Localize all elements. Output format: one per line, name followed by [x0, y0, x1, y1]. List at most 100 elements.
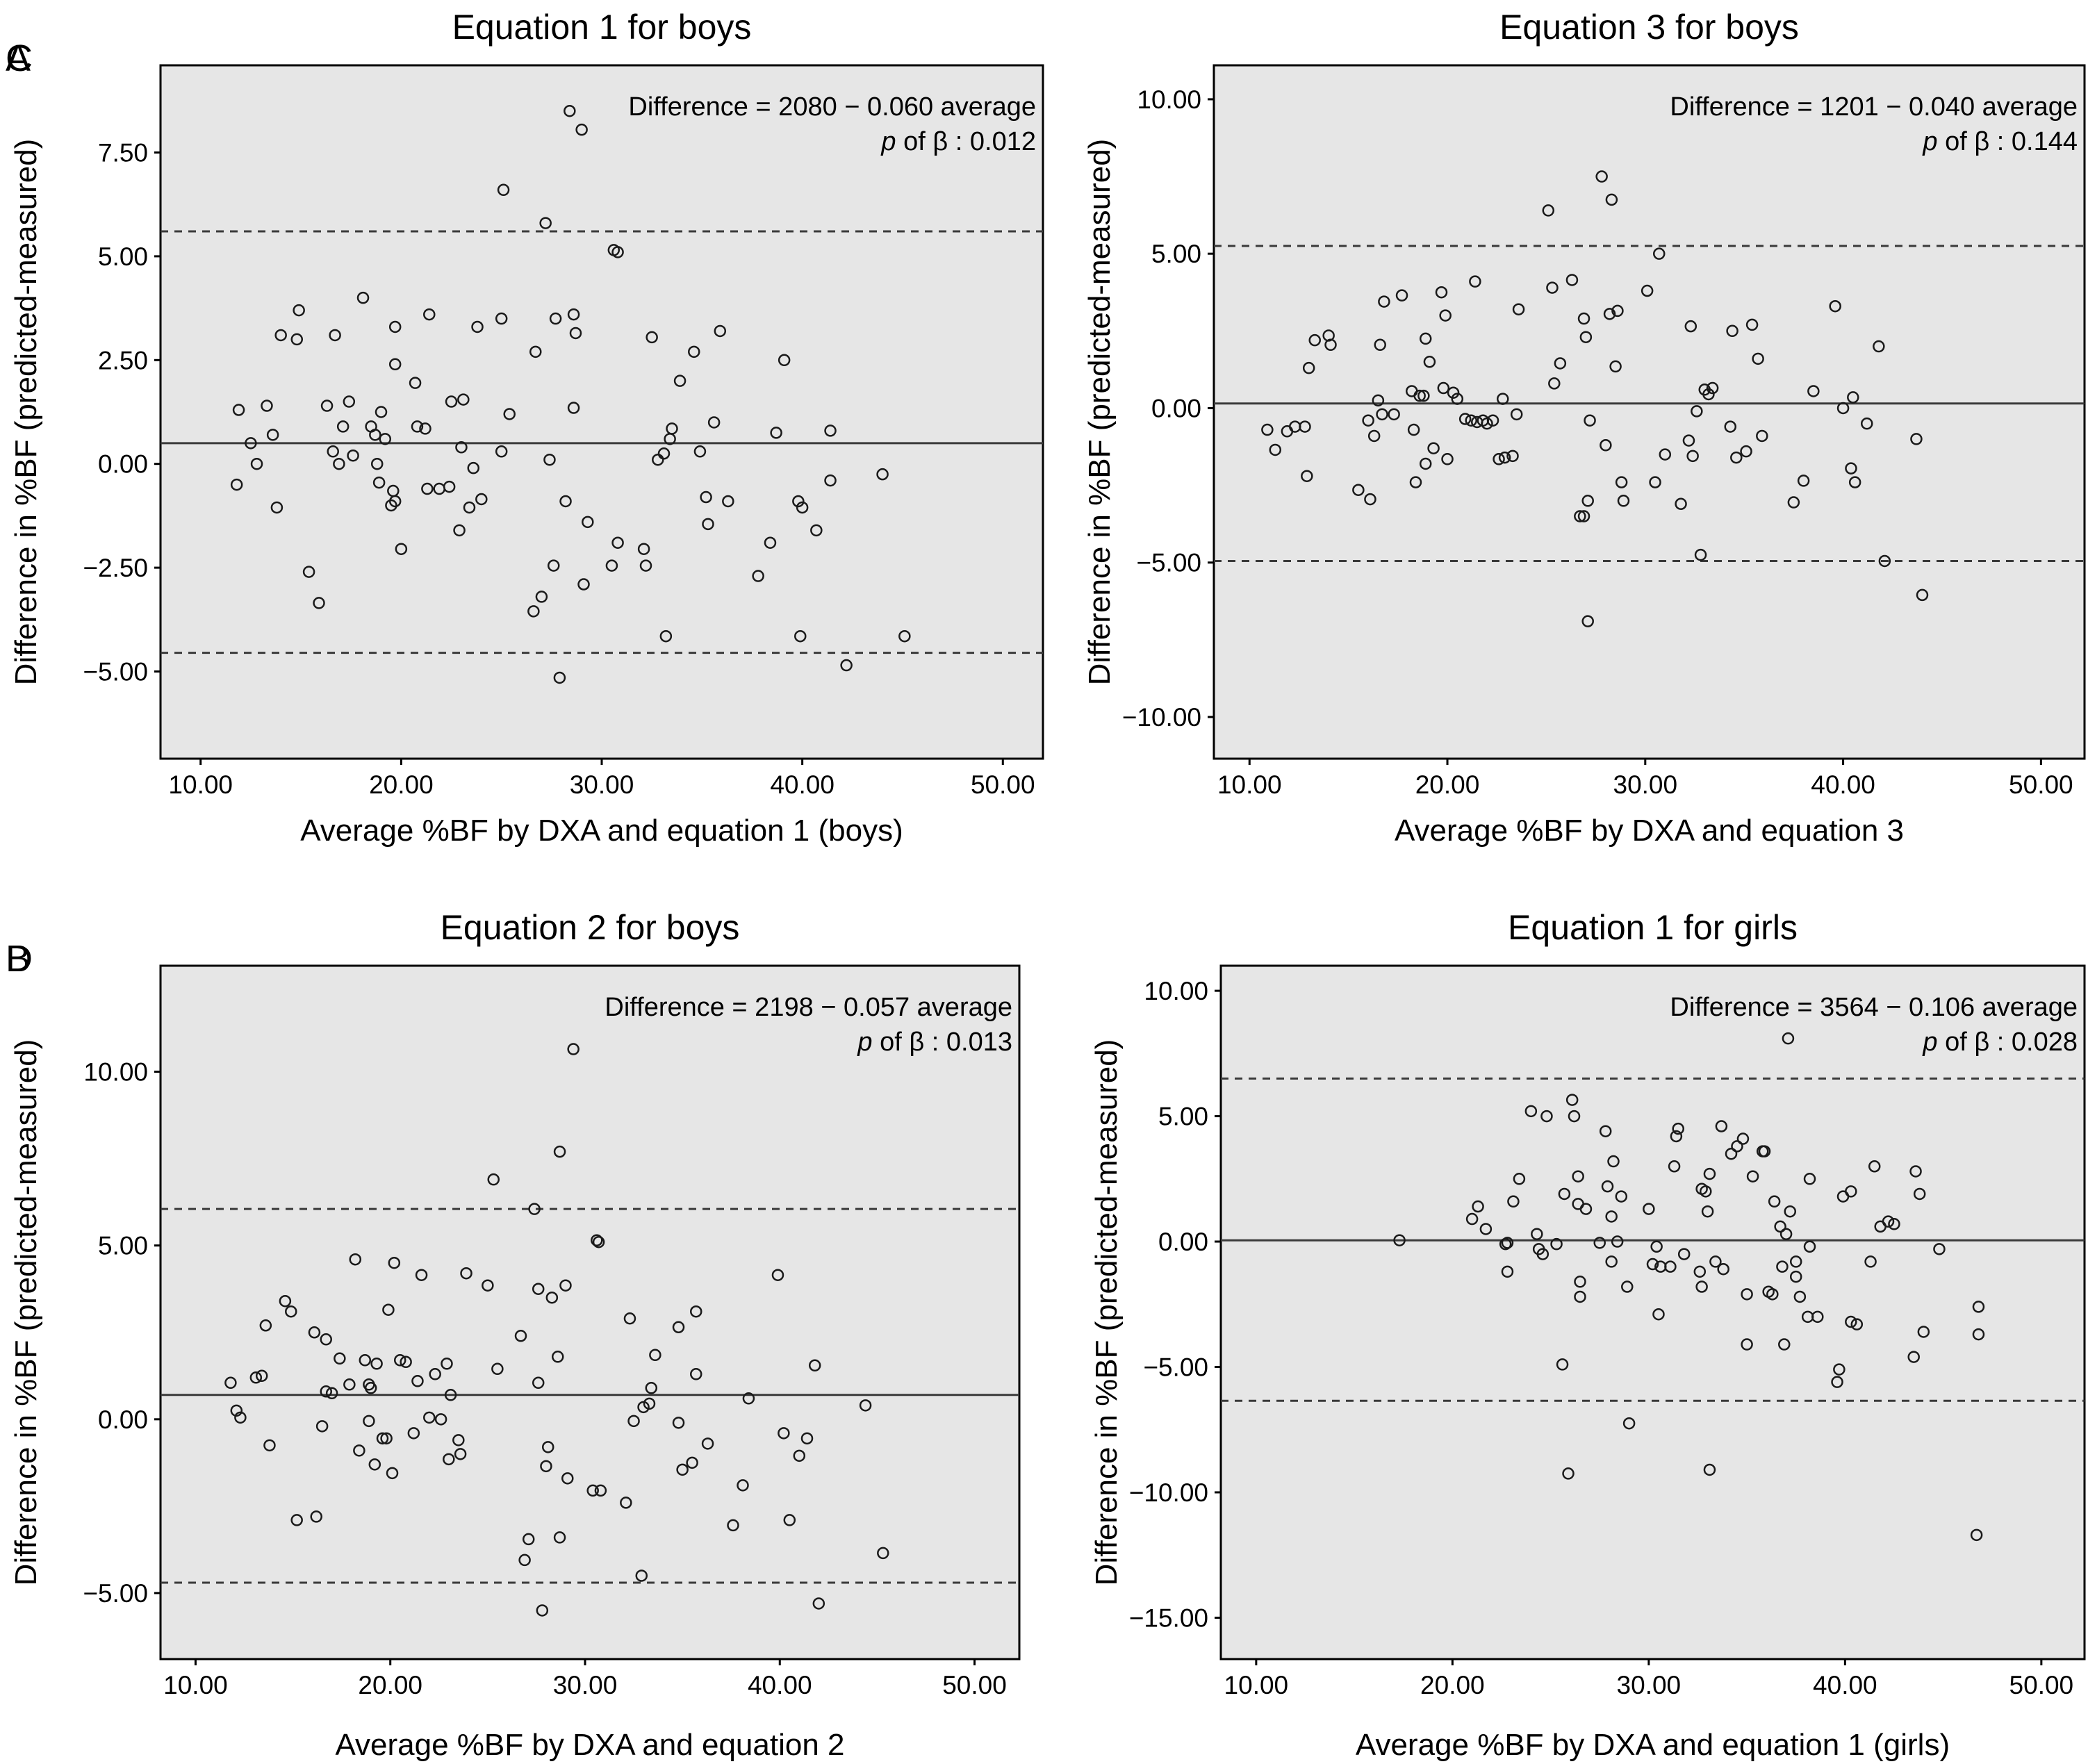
data-point: [1917, 1326, 1930, 1338]
data-point: [1797, 475, 1810, 487]
data-point: [454, 1448, 467, 1460]
data-point: [1395, 289, 1408, 302]
data-point: [1913, 1187, 1926, 1201]
data-point: [1845, 462, 1857, 475]
data-point: [393, 1354, 406, 1367]
data-point: [370, 457, 384, 470]
panel-title: Equation 1 for boys: [452, 8, 752, 47]
data-point: [1301, 470, 1313, 482]
data-point: [1622, 1417, 1636, 1430]
data-point: [700, 491, 712, 504]
regression-equation: Difference = 3564 − 0.106 average: [1670, 993, 2078, 1022]
data-point: [859, 1399, 872, 1412]
data-point: [249, 1371, 263, 1384]
data-point: [561, 1472, 574, 1485]
data-point: [308, 1326, 321, 1339]
data-point: [452, 1434, 465, 1446]
data-point: [591, 1234, 603, 1246]
data-point: [686, 1456, 698, 1469]
y-tick-label: 10.00: [1137, 85, 1201, 114]
data-point: [224, 1376, 237, 1390]
data-point: [1778, 1338, 1791, 1351]
p-symbol: p: [857, 1028, 872, 1057]
data-point: [1507, 1195, 1520, 1208]
data-point: [372, 476, 386, 489]
data-point: [409, 377, 422, 389]
data-point: [1581, 495, 1594, 507]
data-point: [1458, 413, 1472, 425]
data-point: [320, 1333, 332, 1346]
data-point: [1617, 495, 1630, 507]
data-point: [752, 570, 764, 582]
data-point: [532, 1376, 545, 1390]
data-point: [876, 468, 889, 481]
data-point: [1779, 1228, 1793, 1240]
x-tick-label: 50.00: [2009, 1671, 2074, 1699]
data-point: [522, 1533, 535, 1546]
y-tick-label: −10.00: [1122, 703, 1201, 732]
data-point: [230, 478, 243, 491]
data-point: [1324, 338, 1337, 352]
data-point: [1784, 1205, 1796, 1218]
data-point: [290, 333, 304, 346]
p-symbol: p: [1922, 1028, 1937, 1057]
data-point: [637, 1401, 650, 1414]
data-point: [441, 1358, 453, 1370]
data-point: [553, 671, 566, 684]
data-point: [382, 1303, 395, 1316]
data-point: [567, 308, 580, 321]
data-point: [1513, 1173, 1526, 1185]
data-point: [840, 659, 853, 672]
plot-area: [1219, 964, 2086, 1660]
data-point: [643, 1397, 656, 1410]
data-point: [1607, 1155, 1620, 1168]
data-point: [369, 429, 381, 441]
data-point: [1486, 414, 1499, 427]
plot-area: [159, 964, 1021, 1660]
data-point: [627, 1415, 640, 1428]
data-point: [540, 1460, 552, 1473]
data-point: [1686, 450, 1699, 463]
data-point: [778, 1427, 790, 1440]
data-point: [1746, 1170, 1759, 1182]
data-point: [1664, 1260, 1677, 1273]
x-tick-label: 10.00: [1217, 770, 1282, 799]
data-point: [1498, 451, 1511, 464]
panel-c: Equation 3 for boys C 10.00 20.00 30.00 40.00…: [6, 8, 2086, 848]
panel-letter: B: [6, 938, 31, 980]
data-point: [1512, 303, 1525, 315]
data-point: [623, 1312, 636, 1325]
data-point: [567, 402, 580, 414]
data-point: [1501, 1265, 1514, 1278]
data-point: [325, 1387, 338, 1400]
data-point: [688, 345, 700, 358]
data-point: [514, 1330, 527, 1342]
data-point: [673, 374, 687, 387]
x-tick-label: 40.00: [1813, 1671, 1877, 1699]
data-point: [230, 1404, 243, 1417]
data-point: [518, 1553, 531, 1567]
data-point: [1510, 408, 1523, 421]
data-point: [1691, 405, 1703, 418]
data-point: [1407, 423, 1420, 436]
data-point: [495, 445, 508, 458]
data-point: [1864, 1255, 1877, 1268]
data-point: [898, 629, 911, 643]
data-point: [334, 1352, 346, 1365]
data-point: [569, 327, 582, 340]
x-tick-label: 10.00: [1224, 1671, 1289, 1699]
data-point: [1584, 414, 1596, 427]
data-point: [463, 501, 476, 514]
data-point: [552, 1351, 564, 1363]
x-tick-label: 20.00: [358, 1671, 422, 1699]
data-point: [368, 1458, 381, 1471]
data-point: [1605, 1210, 1618, 1223]
data-point: [1601, 1180, 1614, 1193]
p-value-annotation: p of β : 0.144: [1922, 127, 2078, 156]
data-point: [1603, 308, 1616, 320]
data-point: [1649, 476, 1661, 488]
panel-title: Equation 3 for boys: [1499, 8, 1799, 47]
y-tick-label: −10.00: [1129, 1478, 1208, 1507]
data-point: [453, 524, 466, 537]
